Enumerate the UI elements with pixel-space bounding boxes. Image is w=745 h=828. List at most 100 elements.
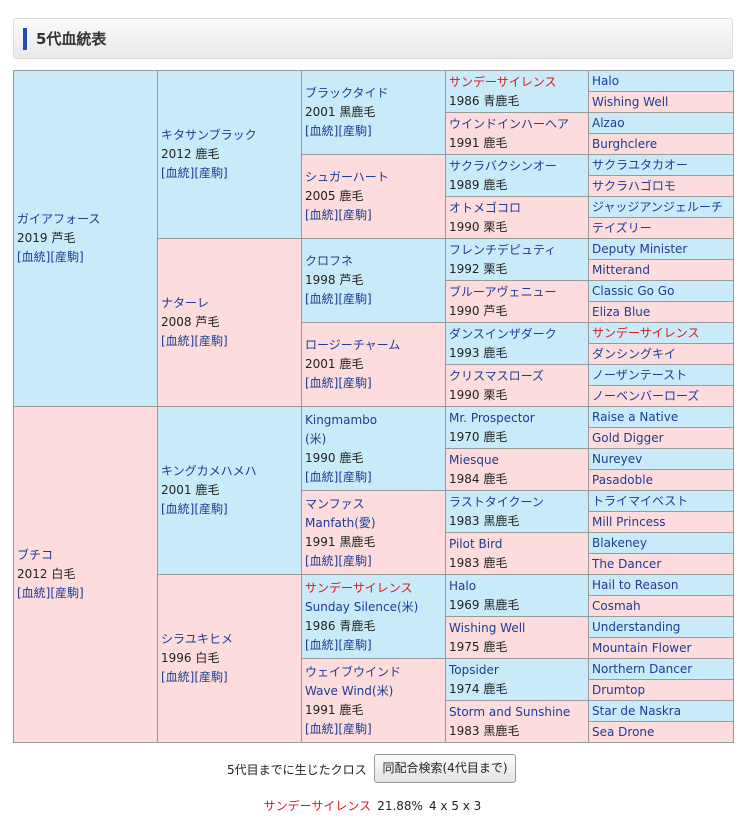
horse-name[interactable]: シュガーハート: [305, 170, 389, 184]
link[interactable]: [血統]: [305, 553, 339, 568]
link[interactable]: [産駒]: [338, 553, 372, 568]
horse-name[interactable]: オトメゴコロ: [449, 200, 522, 215]
horse-name[interactable]: Miesque: [449, 452, 499, 467]
horse-name[interactable]: サンデーサイレンス: [592, 325, 700, 340]
horse-name[interactable]: ブチコ: [17, 548, 54, 562]
horse-name[interactable]: ブルーアヴェニュー: [449, 284, 557, 299]
horse-name[interactable]: Blakeney: [592, 535, 647, 550]
horse-name[interactable]: シラユキヒメ: [161, 632, 234, 646]
horse-cell: Mountain Flower: [588, 637, 734, 659]
horse-name[interactable]: クリスマスローズ: [449, 368, 545, 383]
link[interactable]: [血統]: [305, 292, 339, 306]
horse-name[interactable]: The Dancer: [592, 556, 662, 571]
horse-name[interactable]: Halo: [592, 73, 620, 88]
link[interactable]: [血統]: [161, 166, 195, 180]
horse-name[interactable]: トライマイベスト: [592, 493, 689, 508]
birth-year: 1991: [449, 135, 480, 150]
horse-name[interactable]: ブラックタイド: [305, 86, 389, 100]
link[interactable]: [産駒]: [338, 208, 372, 222]
horse-name[interactable]: サクラバクシンオー: [449, 158, 557, 173]
horse-name[interactable]: Drumtop: [592, 682, 646, 697]
horse-name[interactable]: Nureyev: [592, 451, 643, 466]
horse-name[interactable]: ノーザンテースト: [592, 367, 688, 382]
link[interactable]: [血統]: [161, 502, 195, 516]
horse-name[interactable]: Alzao: [592, 115, 625, 130]
cross-name[interactable]: サンデーサイレンス: [263, 799, 372, 813]
horse-name[interactable]: ジャッジアンジェルーチ: [592, 199, 723, 214]
link[interactable]: [血統]: [161, 670, 195, 684]
link[interactable]: [血統]: [305, 637, 339, 652]
horse-name[interactable]: Raise a Native: [592, 409, 679, 424]
horse-name[interactable]: キングカメハメハ: [161, 464, 257, 478]
link[interactable]: [産駒]: [194, 334, 228, 348]
horse-cell: サクラユタカオー: [588, 154, 734, 176]
link[interactable]: [産駒]: [338, 124, 372, 138]
link[interactable]: [産駒]: [194, 670, 228, 684]
horse-name[interactable]: Deputy Minister: [592, 241, 688, 256]
horse-name[interactable]: Pilot Bird: [449, 536, 503, 551]
link[interactable]: [血統]: [161, 334, 195, 348]
horse-name[interactable]: Sea Drone: [592, 724, 655, 739]
horse-name[interactable]: Mountain Flower: [592, 640, 692, 655]
link[interactable]: [血統]: [305, 721, 339, 736]
link[interactable]: [産駒]: [338, 637, 372, 652]
horse-name[interactable]: サンデーサイレンス: [305, 580, 413, 595]
link[interactable]: [産駒]: [194, 166, 228, 180]
horse-name[interactable]: ウインドインハーヘア: [449, 116, 570, 131]
horse-name[interactable]: クロフネ: [305, 254, 354, 268]
horse-name[interactable]: Star de Naskra: [592, 703, 682, 718]
horse-name[interactable]: マンファス: [305, 496, 365, 511]
link[interactable]: [産駒]: [338, 469, 372, 484]
horse-name[interactable]: Gold Digger: [592, 430, 664, 445]
horse-name[interactable]: Mill Princess: [592, 514, 666, 529]
horse-name[interactable]: キタサンブラック: [161, 128, 257, 142]
horse-name[interactable]: Pasadoble: [592, 472, 653, 487]
horse-name[interactable]: Eliza Blue: [592, 304, 651, 319]
link[interactable]: [産駒]: [338, 292, 372, 306]
link[interactable]: [血統]: [17, 250, 51, 264]
horse-name[interactable]: テイズリー: [592, 220, 652, 235]
link[interactable]: [血統]: [305, 124, 339, 138]
horse-name[interactable]: Topsider: [449, 662, 499, 677]
link[interactable]: [産駒]: [338, 376, 372, 390]
horse-name[interactable]: サクラハゴロモ: [592, 178, 676, 193]
link[interactable]: [血統]: [305, 376, 339, 390]
horse-name[interactable]: Wishing Well: [592, 94, 669, 109]
link[interactable]: [血統]: [305, 208, 339, 222]
header-title: 5代血統表: [36, 30, 107, 48]
horse-name[interactable]: Understanding: [592, 619, 681, 634]
horse-name[interactable]: Classic Go Go: [592, 283, 675, 298]
horse-name[interactable]: Cosmah: [592, 598, 641, 613]
link[interactable]: [産駒]: [50, 250, 84, 264]
horse-name[interactable]: フレンチデピュティ: [449, 242, 557, 257]
horse-name[interactable]: Halo: [449, 578, 477, 593]
horse-name[interactable]: Storm and Sunshine: [449, 704, 571, 719]
horse-name[interactable]: ラストタイクーン: [449, 494, 544, 509]
coat-color: 黒鹿毛: [483, 723, 520, 738]
horse-cell: ブラックタイド 2001 黒鹿毛 [血統][産駒]: [301, 70, 446, 155]
horse-name[interactable]: サクラユタカオー: [592, 157, 689, 172]
horse-name[interactable]: Hail to Reason: [592, 577, 679, 592]
horse-name[interactable]: サンデーサイレンス: [449, 74, 557, 89]
horse-cell: Pilot Bird 1983 鹿毛: [445, 532, 589, 575]
horse-name[interactable]: ノーベンバーローズ: [592, 388, 700, 403]
horse-name[interactable]: ロージーチャーム: [305, 338, 401, 352]
link[interactable]: [血統]: [17, 586, 51, 600]
horse-name[interactable]: Wishing Well: [449, 620, 526, 635]
link[interactable]: [血統]: [305, 469, 339, 484]
horse-cell: キタサンブラック 2012 鹿毛 [血統][産駒]: [157, 70, 302, 239]
search-button[interactable]: 同配合検索(4代目まで): [374, 754, 516, 783]
horse-name[interactable]: ウェイブウインド: [305, 664, 402, 679]
horse-name[interactable]: Mr. Prospector: [449, 410, 535, 425]
horse-name[interactable]: ナターレ: [161, 296, 210, 310]
horse-name[interactable]: ダンスインザダーク: [449, 326, 557, 341]
horse-name[interactable]: ダンシングキイ: [592, 346, 677, 361]
horse-name[interactable]: Mitterand: [592, 262, 650, 277]
horse-name[interactable]: Kingmambo: [305, 412, 378, 427]
link[interactable]: [産駒]: [338, 721, 372, 736]
horse-name[interactable]: ガイアフォース: [17, 212, 101, 226]
link[interactable]: [産駒]: [194, 502, 228, 516]
link[interactable]: [産駒]: [50, 586, 84, 600]
horse-name[interactable]: Northern Dancer: [592, 661, 693, 676]
horse-name[interactable]: Burghclere: [592, 136, 658, 151]
